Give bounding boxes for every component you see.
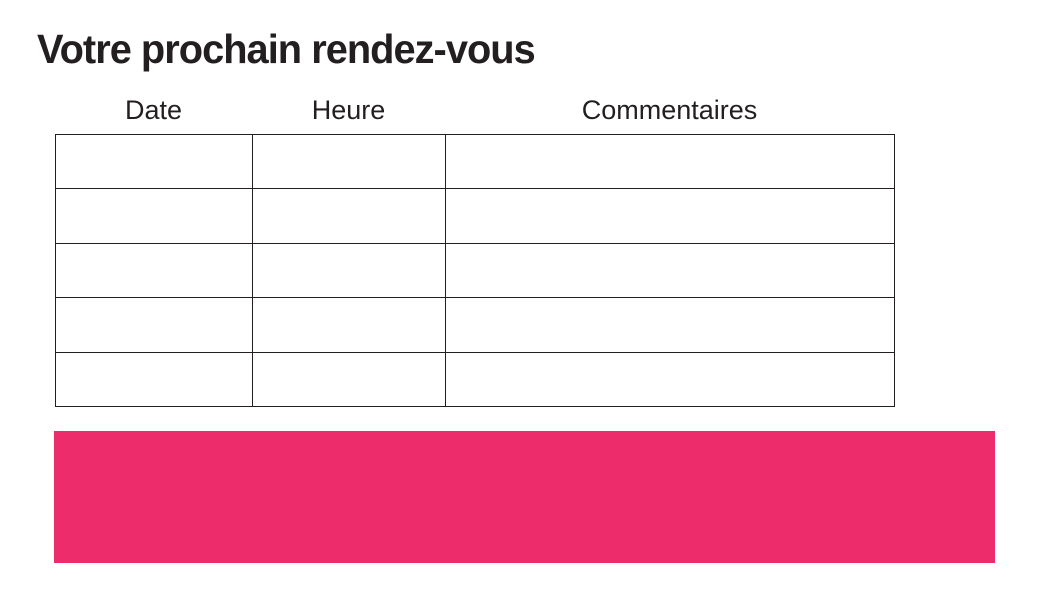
table-cell bbox=[252, 351, 446, 408]
table-cell bbox=[252, 133, 446, 190]
table-row bbox=[55, 297, 895, 353]
table-row bbox=[55, 242, 895, 299]
table-row bbox=[55, 133, 895, 190]
table-cell bbox=[55, 188, 253, 244]
table-cell bbox=[445, 297, 895, 353]
appointments-table-body bbox=[55, 133, 895, 408]
column-header-date: Date bbox=[124, 94, 183, 125]
table-row bbox=[55, 188, 895, 244]
table-cell bbox=[252, 297, 446, 353]
table-cell bbox=[252, 188, 446, 244]
table-cell bbox=[252, 242, 446, 299]
table-cell bbox=[55, 242, 253, 299]
table-cell bbox=[55, 297, 253, 353]
table-cell bbox=[445, 351, 895, 408]
table-cell bbox=[445, 188, 895, 244]
column-header-commentaires: Commentaires bbox=[581, 94, 758, 125]
page-title: Votre prochain rendez-vous bbox=[37, 26, 536, 72]
table-row bbox=[55, 351, 895, 408]
table-column-headers: Date Heure Commentaires bbox=[55, 90, 894, 126]
pink-banner bbox=[54, 431, 995, 563]
appointments-table bbox=[55, 133, 895, 408]
table-cell bbox=[445, 133, 895, 190]
table-cell bbox=[55, 351, 253, 408]
column-header-heure: Heure bbox=[311, 94, 386, 125]
table-cell bbox=[445, 242, 895, 299]
table-cell bbox=[55, 133, 253, 190]
